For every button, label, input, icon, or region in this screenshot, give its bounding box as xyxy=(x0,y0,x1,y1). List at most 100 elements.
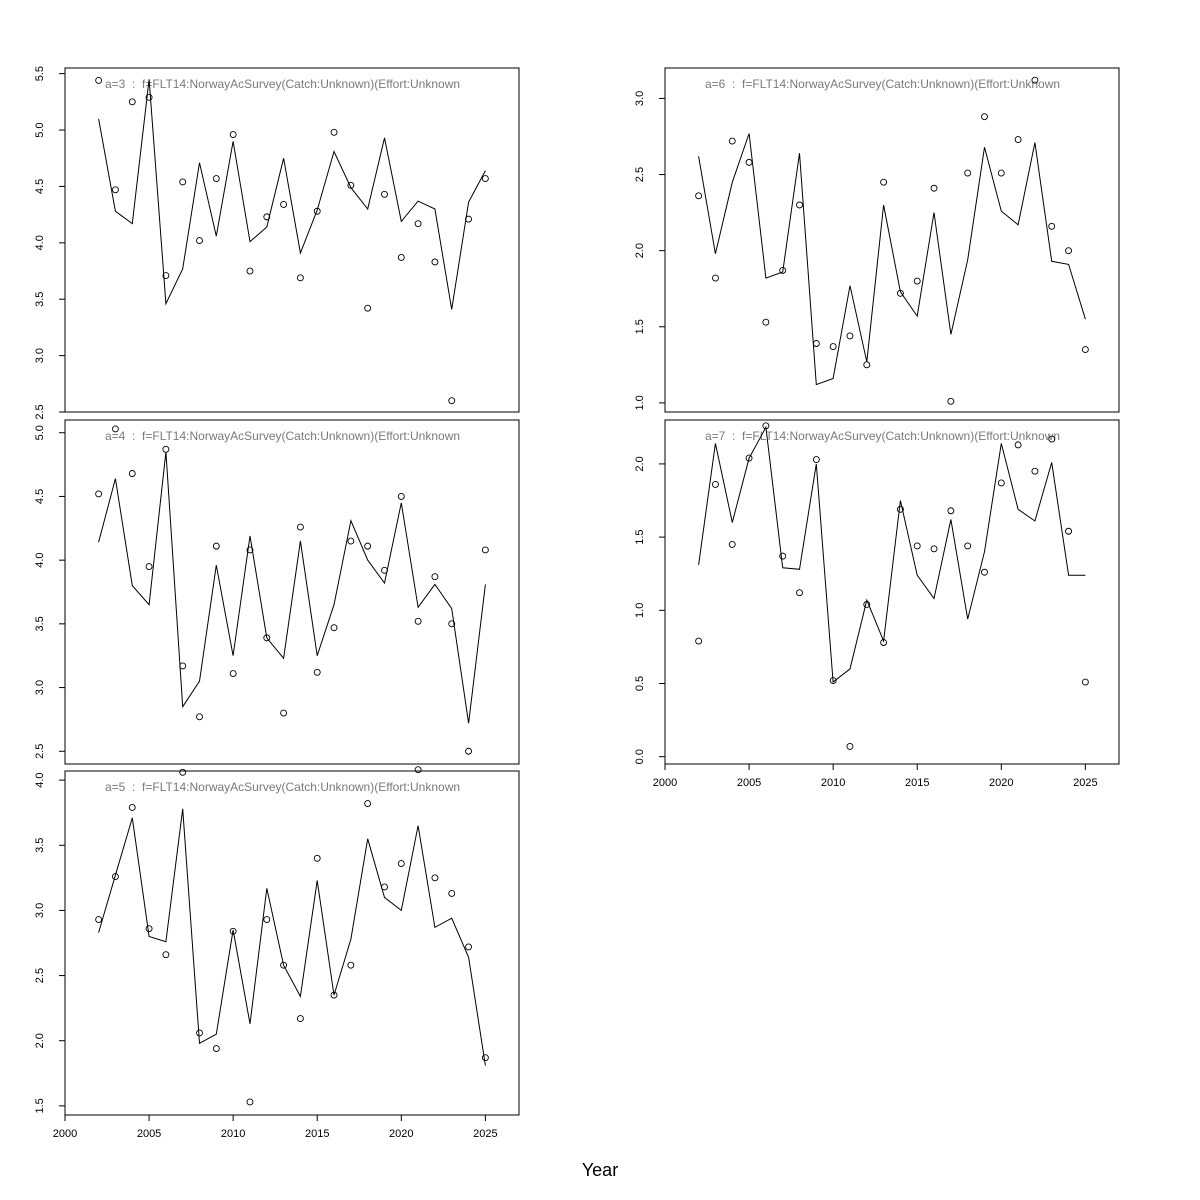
observed-point xyxy=(229,670,237,677)
observed-point xyxy=(880,639,888,646)
observed-point xyxy=(179,662,187,670)
observed-point xyxy=(347,537,355,545)
y-tick-label: 3.0 xyxy=(634,91,646,106)
observed-point xyxy=(745,158,753,166)
observed-point xyxy=(829,677,837,685)
x-tick-label: 2015 xyxy=(305,1128,329,1140)
observed-point xyxy=(829,343,837,350)
y-tick-label: 2.5 xyxy=(34,404,46,419)
observed-point xyxy=(863,600,871,608)
observed-point xyxy=(364,542,372,550)
observed-point xyxy=(1065,247,1073,255)
x-tick-label: 2000 xyxy=(53,1128,77,1140)
y-tick-label: 5.0 xyxy=(34,425,46,440)
y-tick-label: 1.5 xyxy=(634,319,646,334)
y-tick-label: 0.5 xyxy=(634,676,646,691)
y-tick-label: 3.5 xyxy=(34,292,46,307)
observed-point xyxy=(947,397,955,405)
observed-point xyxy=(111,873,119,880)
observed-point xyxy=(95,490,103,498)
x-tick-label: 2020 xyxy=(989,777,1013,789)
observed-point xyxy=(1014,136,1022,143)
observed-point xyxy=(481,546,489,554)
observed-point xyxy=(95,916,103,923)
observed-point xyxy=(111,425,119,433)
observed-point xyxy=(896,505,904,513)
x-tick-label: 2010 xyxy=(221,1128,245,1140)
y-tick-label: 4.5 xyxy=(34,489,46,504)
fitted-line xyxy=(698,133,1086,386)
observed-point xyxy=(280,961,288,969)
fitted-line xyxy=(98,451,486,724)
observed-point xyxy=(162,445,170,453)
observed-point xyxy=(246,546,254,554)
y-tick-label: 1.0 xyxy=(634,603,646,618)
y-tick-label: 2.5 xyxy=(634,167,646,182)
observed-point xyxy=(745,454,753,462)
observed-point xyxy=(263,634,271,642)
y-tick-label: 3.0 xyxy=(34,680,46,695)
observed-point xyxy=(981,113,988,121)
panel-title: a=4 : f=FLT14:NorwayAcSurvey(Catch:Unkno… xyxy=(105,429,460,443)
y-tick-label: 4.0 xyxy=(34,235,46,250)
x-tick-label: 2000 xyxy=(653,777,677,789)
plot-frame xyxy=(64,770,520,1116)
observed-point xyxy=(313,207,321,215)
panel-5: a=7 : f=FLT14:NorwayAcSurvey(Catch:Unkno… xyxy=(634,419,1120,789)
observed-point xyxy=(414,766,422,774)
observed-point xyxy=(246,1098,254,1106)
y-tick-label: 2.0 xyxy=(634,456,646,471)
y-tick-label: 4.0 xyxy=(34,772,46,787)
observed-point xyxy=(481,1054,489,1062)
observed-point xyxy=(1031,467,1039,475)
observed-point xyxy=(947,507,955,515)
observed-point xyxy=(465,943,473,951)
y-tick-label: 3.0 xyxy=(34,903,46,918)
observed-point xyxy=(212,1045,220,1052)
fitted-line xyxy=(698,425,1086,683)
panel-3: a=5 : f=FLT14:NorwayAcSurvey(Catch:Unkno… xyxy=(34,766,520,1140)
y-tick-label: 3.5 xyxy=(34,616,46,631)
observed-point xyxy=(880,178,888,186)
x-axis-label: Year xyxy=(581,1160,619,1180)
y-tick-label: 1.5 xyxy=(634,529,646,544)
observed-point xyxy=(695,192,703,200)
observed-point xyxy=(414,220,422,228)
observed-point xyxy=(263,916,271,923)
observed-point xyxy=(1081,678,1089,686)
observed-point xyxy=(762,422,770,430)
observed-point xyxy=(313,854,321,862)
observed-point xyxy=(711,274,719,282)
observed-point xyxy=(196,1029,203,1037)
observed-point xyxy=(448,620,456,628)
observed-point xyxy=(313,668,321,676)
panel-4: a=6 : f=FLT14:NorwayAcSurvey(Catch:Unkno… xyxy=(634,67,1120,413)
observed-point xyxy=(465,747,473,755)
observed-point xyxy=(196,713,203,721)
observed-point xyxy=(145,925,153,933)
observed-point xyxy=(212,542,220,550)
observed-point xyxy=(863,361,871,369)
observed-point xyxy=(280,709,288,717)
observed-point xyxy=(448,397,456,405)
observed-point xyxy=(229,131,237,138)
x-tick-label: 2025 xyxy=(473,1128,497,1140)
x-tick-label: 2010 xyxy=(821,777,845,789)
observed-point xyxy=(431,573,439,581)
observed-point xyxy=(414,617,422,625)
observed-point xyxy=(212,175,220,182)
observed-point xyxy=(930,184,938,192)
observed-point xyxy=(431,258,439,266)
plot-frame xyxy=(64,419,520,765)
observed-point xyxy=(145,93,153,101)
observed-point xyxy=(179,768,187,776)
observed-point xyxy=(128,470,136,477)
observed-point xyxy=(728,137,736,145)
observed-point xyxy=(1081,346,1089,354)
observed-point xyxy=(330,991,338,999)
observed-point xyxy=(95,76,103,84)
observed-point xyxy=(431,874,439,882)
observed-point xyxy=(397,254,405,261)
y-tick-label: 5.5 xyxy=(34,66,46,81)
y-tick-label: 2.0 xyxy=(634,243,646,258)
